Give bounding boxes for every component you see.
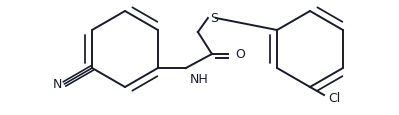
Text: NH: NH — [190, 72, 209, 85]
Text: O: O — [235, 48, 245, 61]
Text: N: N — [53, 78, 62, 91]
Text: Cl: Cl — [328, 92, 340, 105]
Text: S: S — [210, 11, 218, 24]
